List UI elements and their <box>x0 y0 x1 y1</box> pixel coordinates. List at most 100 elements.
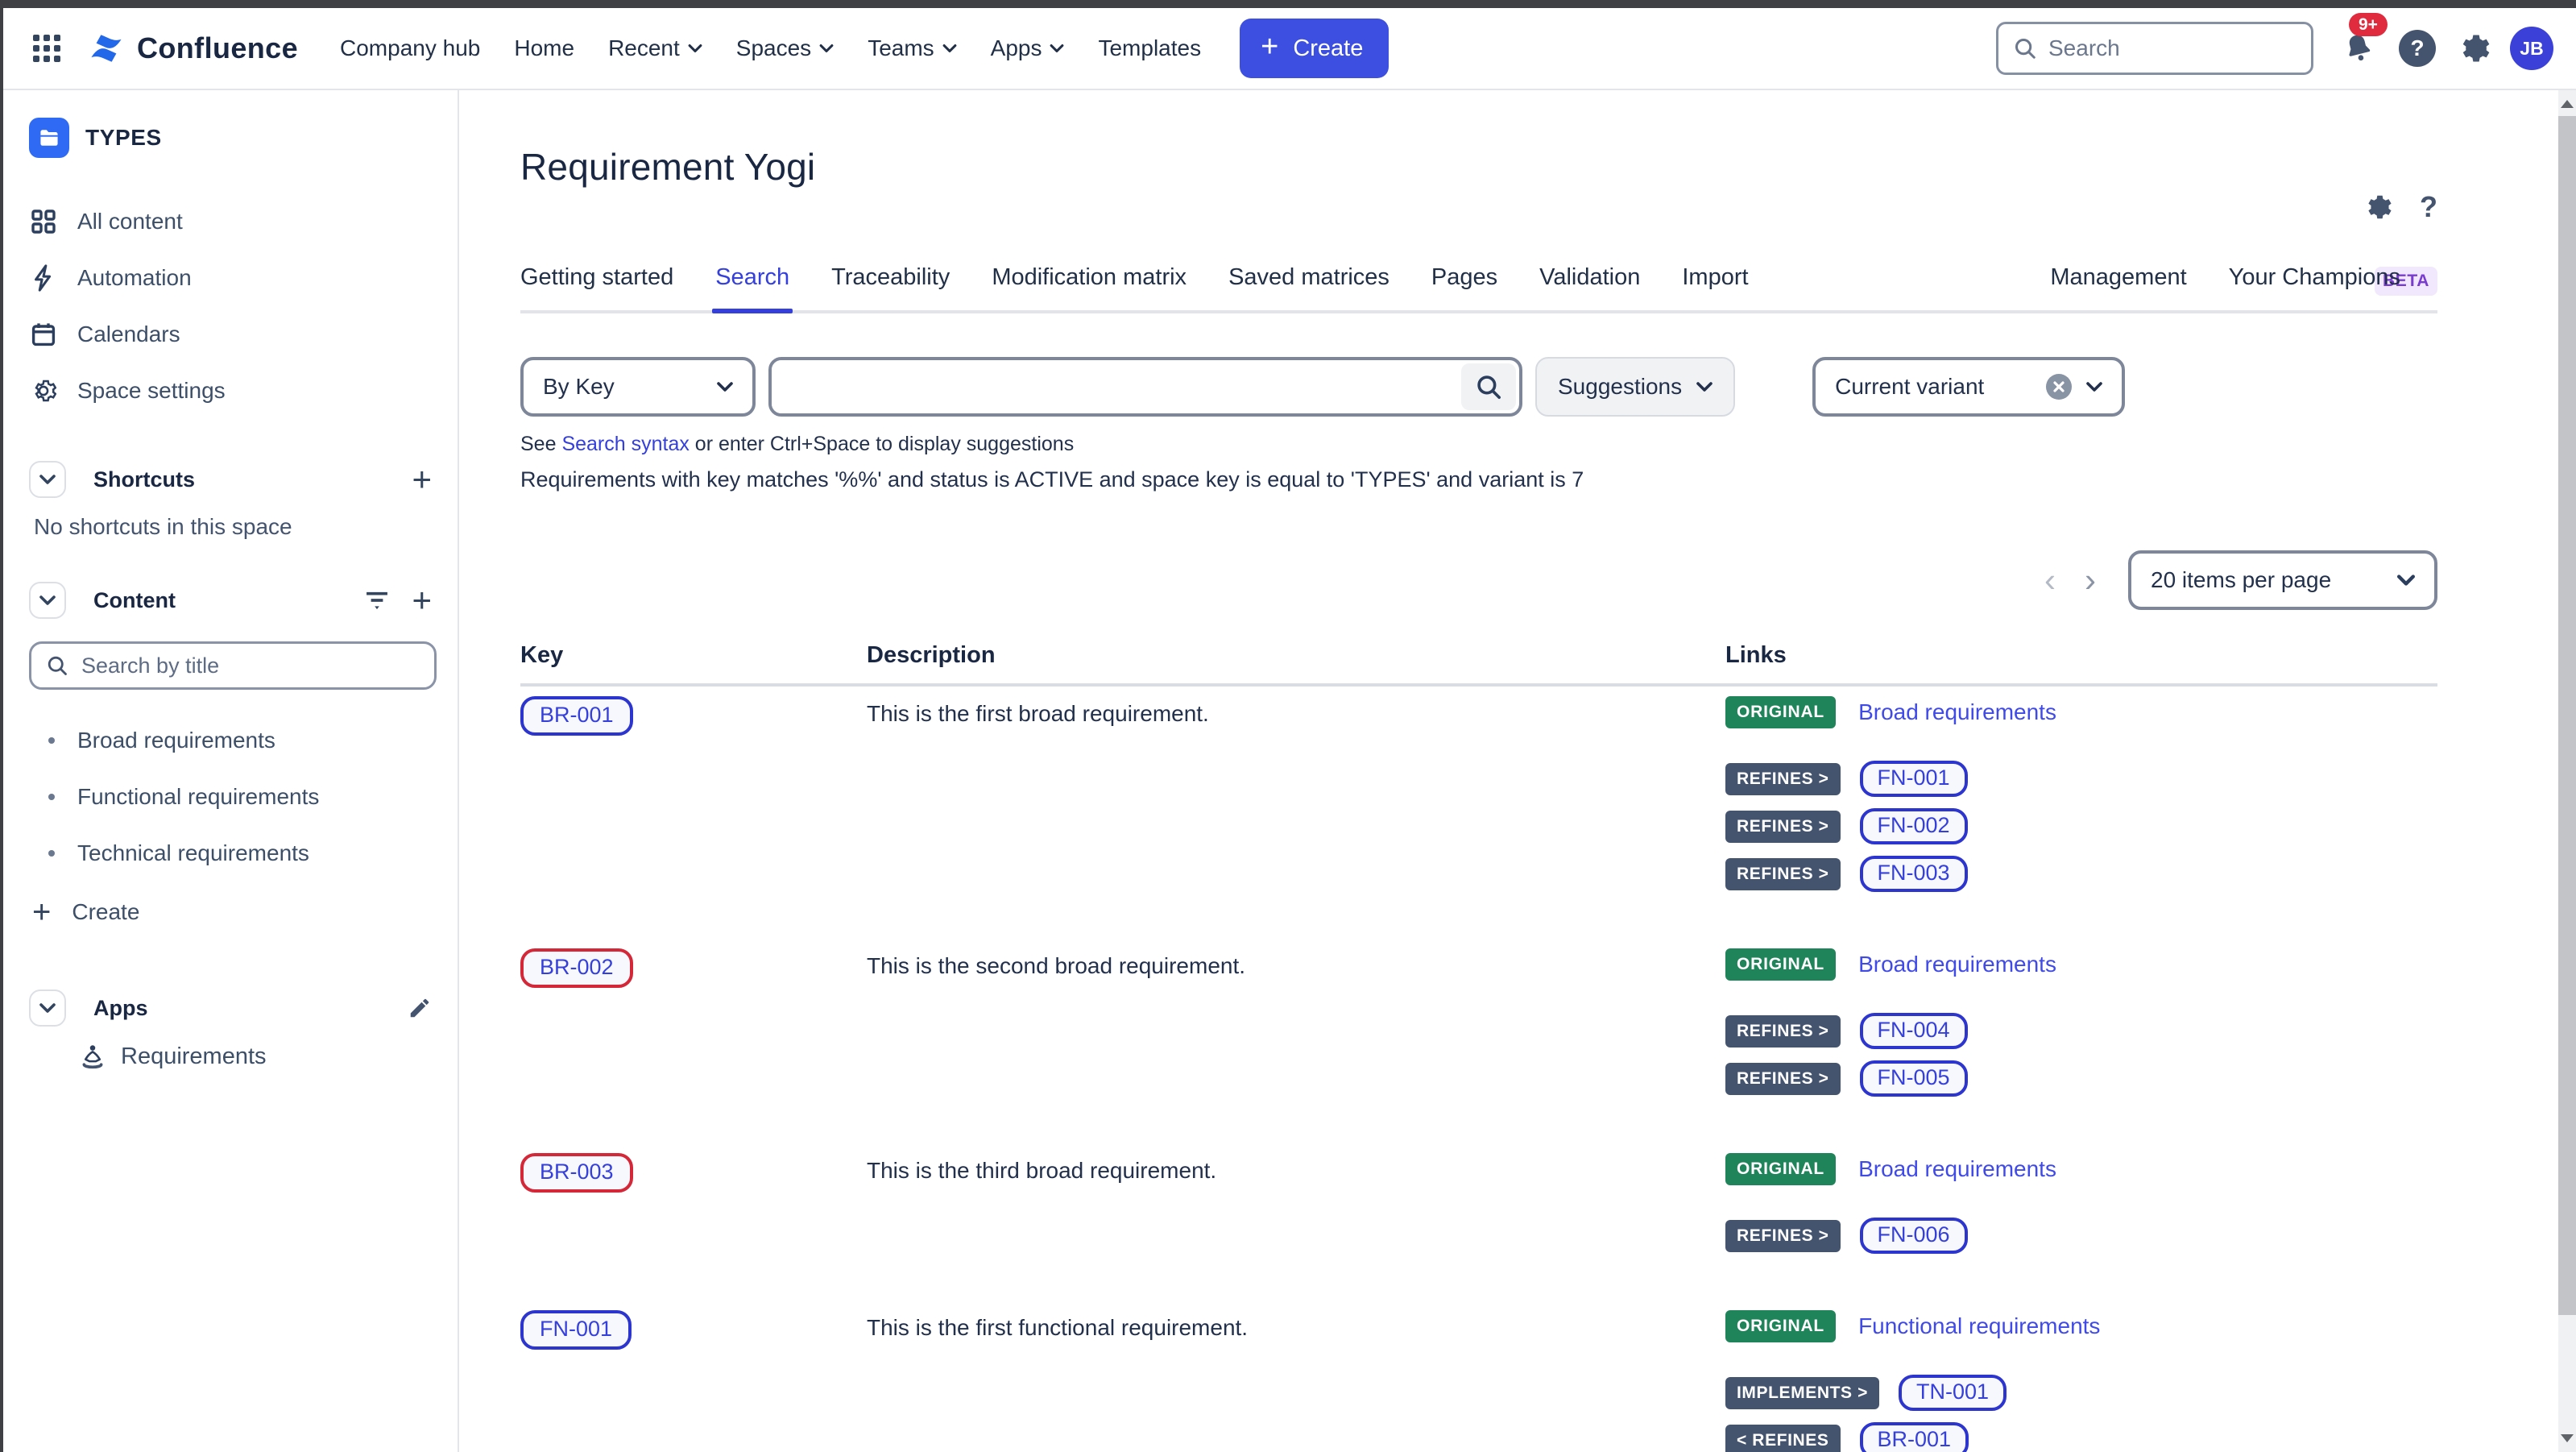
tab-search[interactable]: Search <box>715 264 789 310</box>
prev-page-button[interactable]: ‹ <box>2036 563 2064 597</box>
app-switcher-button[interactable] <box>26 27 68 69</box>
plus-icon: + <box>1261 31 1278 62</box>
variant-select[interactable]: Current variant <box>1812 357 2125 417</box>
search-mode-select[interactable]: By Key <box>520 357 756 417</box>
tab-pages[interactable]: Pages <box>1431 264 1497 310</box>
tab-validation[interactable]: Validation <box>1539 264 1640 310</box>
edit-apps-button[interactable] <box>408 996 432 1020</box>
relation-badge: REFINES > <box>1725 1063 1841 1095</box>
window-top-edge <box>0 0 2576 8</box>
tab-traceability[interactable]: Traceability <box>831 264 950 310</box>
user-avatar[interactable]: JB <box>2510 27 2553 70</box>
gear-icon <box>29 378 58 404</box>
topnav-item-apps[interactable]: Apps <box>991 35 1065 61</box>
create-button[interactable]: + Create <box>1240 19 1389 78</box>
topnav-item-teams[interactable]: Teams <box>868 35 956 61</box>
sidebar-item-calendars[interactable]: Calendars <box>29 306 438 363</box>
relation-badge: REFINES > <box>1725 811 1841 843</box>
sidebar-item-all-content[interactable]: All content <box>29 193 438 250</box>
search-controls: By Key Suggestions Cur <box>520 357 2437 417</box>
gear-icon <box>2362 192 2392 222</box>
space-link[interactable]: Broad requirements <box>1858 699 2056 725</box>
content-header: Content + <box>29 582 438 619</box>
shortcuts-collapse-button[interactable] <box>29 461 66 498</box>
tab-getting-started[interactable]: Getting started <box>520 264 673 310</box>
tab-saved-matrices[interactable]: Saved matrices <box>1228 264 1389 310</box>
scroll-down-arrow[interactable] <box>2558 1428 2576 1449</box>
search-submit-button[interactable] <box>1461 363 1516 410</box>
related-requirement-pill[interactable]: FN-006 <box>1860 1218 1968 1254</box>
content-title: Content <box>93 588 365 613</box>
requirement-key-pill[interactable]: BR-001 <box>520 696 633 736</box>
next-page-button[interactable]: › <box>2077 563 2104 597</box>
topnav-item-recent[interactable]: Recent <box>608 35 702 61</box>
relation-badge: IMPLEMENTS > <box>1725 1377 1879 1409</box>
related-requirement-pill[interactable]: FN-002 <box>1860 808 1968 844</box>
confluence-logo[interactable]: Confluence <box>87 29 298 68</box>
topnav-item-company-hub[interactable]: Company hub <box>340 35 480 61</box>
page-tree-item-broad-requirements[interactable]: Broad requirements <box>29 712 438 769</box>
related-requirement-pill[interactable]: FN-001 <box>1860 761 1968 797</box>
related-requirement-pill[interactable]: TN-001 <box>1899 1375 2007 1411</box>
scroll-up-arrow[interactable] <box>2558 93 2576 114</box>
shortcuts-title: Shortcuts <box>93 467 412 492</box>
space-link[interactable]: Broad requirements <box>1858 952 2056 977</box>
sidebar-item-automation[interactable]: Automation <box>29 250 438 306</box>
lightning-icon <box>29 264 58 292</box>
topnav-item-spaces[interactable]: Spaces <box>736 35 834 61</box>
apps-collapse-button[interactable] <box>29 989 66 1027</box>
space-header[interactable]: TYPES <box>29 118 438 158</box>
help-button[interactable]: ? <box>2399 30 2436 67</box>
content-search[interactable] <box>29 641 437 690</box>
bullet-icon <box>48 850 55 857</box>
tab-bar: Getting started Search Traceability Modific… <box>520 264 2437 313</box>
search-syntax-link[interactable]: Search syntax <box>561 433 689 455</box>
space-link[interactable]: Broad requirements <box>1858 1156 2056 1182</box>
chevron-down-icon <box>717 381 733 392</box>
global-search-input[interactable] <box>2048 35 2296 61</box>
vertical-scrollbar[interactable] <box>2558 90 2576 1452</box>
content-collapse-button[interactable] <box>29 582 66 619</box>
notifications-button[interactable]: 9+ <box>2334 24 2383 73</box>
page-tree-item-functional-requirements[interactable]: Functional requirements <box>29 769 438 825</box>
clear-variant-icon[interactable] <box>2046 374 2072 400</box>
items-per-page-select[interactable]: 20 items per page <box>2128 550 2437 610</box>
add-shortcut-button[interactable]: + <box>412 463 432 496</box>
tab-import[interactable]: Import <box>1682 264 1748 310</box>
settings-button[interactable] <box>2455 31 2491 66</box>
space-link[interactable]: Functional requirements <box>1858 1313 2100 1339</box>
yogi-icon <box>79 1043 106 1070</box>
topnav-item-home[interactable]: Home <box>514 35 574 61</box>
suggestions-button[interactable]: Suggestions <box>1535 357 1735 417</box>
global-search[interactable] <box>1996 22 2313 75</box>
requirement-key-pill[interactable]: BR-002 <box>520 948 633 988</box>
tab-modification-matrix[interactable]: Modification matrix <box>992 264 1187 310</box>
tab-management[interactable]: Management <box>2050 264 2186 310</box>
ry-settings-button[interactable] <box>2362 192 2392 222</box>
query-input[interactable] <box>772 360 1458 413</box>
topnav-item-templates[interactable]: Templates <box>1098 35 1201 61</box>
related-requirement-pill[interactable]: FN-003 <box>1860 856 1968 892</box>
ry-help-button[interactable]: ? <box>2420 190 2437 224</box>
sidebar-item-space-settings[interactable]: Space settings <box>29 363 438 419</box>
add-content-button[interactable]: + <box>412 583 432 617</box>
page-tree-item-technical-requirements[interactable]: Technical requirements <box>29 825 438 882</box>
tab-your-champions[interactable]: Your Champions <box>2229 264 2400 310</box>
related-requirement-pill[interactable]: FN-004 <box>1860 1013 1968 1049</box>
related-requirement-pill[interactable]: BR-001 <box>1860 1422 1969 1452</box>
related-requirement-pill[interactable]: FN-005 <box>1860 1060 1968 1097</box>
sidebar-item-requirements[interactable]: Requirements <box>79 1043 438 1070</box>
requirement-key-pill[interactable]: BR-003 <box>520 1153 633 1193</box>
requirement-key-pill[interactable]: FN-001 <box>520 1310 632 1350</box>
content-search-input[interactable] <box>81 653 420 678</box>
filter-button[interactable] <box>365 591 389 610</box>
scrollbar-thumb[interactable] <box>2558 116 2576 1315</box>
sidebar-create-button[interactable]: + Create <box>29 883 438 941</box>
shortcuts-header: Shortcuts + <box>29 461 438 498</box>
